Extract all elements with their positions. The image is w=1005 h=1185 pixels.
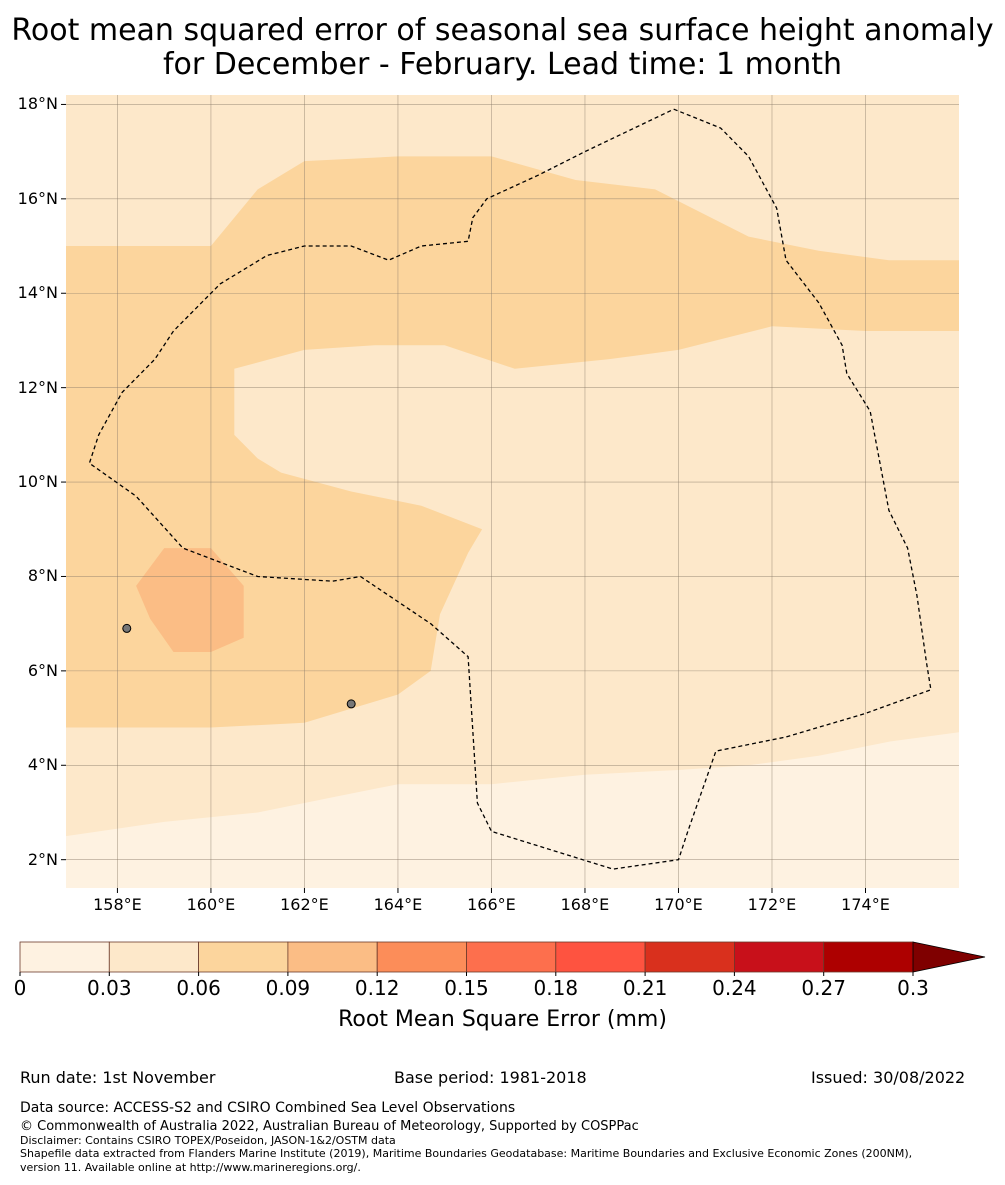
colorbar-tick-label: 0.09: [265, 976, 311, 1000]
lon-label: 170°E: [654, 895, 703, 914]
colorbar-label: Root Mean Square Error (mm): [338, 1007, 667, 1032]
colorbar-tick-label: 0.24: [712, 976, 757, 1000]
disclaimer: Disclaimer: Contains CSIRO TOPEX/Poseido…: [20, 1134, 396, 1147]
colorbar-segment: [287, 941, 378, 973]
colorbar-tick-label: 0.03: [87, 976, 132, 1000]
colorbar-tick-label: 0.18: [533, 976, 579, 1000]
colorbar-tick-label: 0.06: [176, 976, 221, 1000]
land-layer: [122, 623, 356, 709]
colorbar-tick-label: 0.21: [622, 976, 668, 1000]
colorbar-segment: [734, 941, 825, 973]
colorbar-segment: [555, 941, 646, 973]
rmse-region-0.00-0.03: [66, 732, 959, 888]
lat-label: 8°N: [27, 566, 58, 586]
colorbar-segment: [108, 941, 200, 973]
lon-label: 172°E: [747, 895, 797, 914]
lat-label: 16°N: [17, 188, 58, 208]
colorbar-segment: [19, 941, 110, 973]
lon-label: 166°E: [467, 895, 516, 914]
lon-label: 164°E: [373, 895, 423, 914]
lon-label: 158°E: [93, 895, 142, 914]
lat-label: 14°N: [17, 283, 58, 303]
axis-ticks: [61, 103, 866, 893]
lat-label: 6°N: [27, 660, 58, 680]
lat-label: 12°N: [17, 377, 58, 397]
colorbar-segment: [466, 941, 557, 973]
lon-label: 160°E: [186, 895, 236, 914]
lat-label: 10°N: [17, 472, 58, 492]
colorbar-tick-label: 0.3: [897, 976, 929, 1000]
shapefile-credit-line-1: Shapefile data extracted from Flanders M…: [20, 1147, 913, 1160]
issued-date: Issued: 30/08/2022: [811, 1068, 966, 1087]
title-line-1: Root mean squared error of seasonal sea …: [11, 13, 994, 48]
copyright: © Commonwealth of Australia 2022, Austra…: [20, 1119, 639, 1134]
colorbar-tick-label: 0.12: [354, 976, 400, 1000]
lon-label: 162°E: [280, 895, 329, 914]
data-source: Data source: ACCESS-S2 and CSIRO Combine…: [20, 1100, 516, 1116]
colorbar-segment: [644, 941, 735, 973]
colorbar-segment: [376, 941, 467, 973]
chart-title: Root mean squared error of seasonal sea …: [0, 14, 1005, 82]
lat-label: 4°N: [27, 755, 58, 775]
colorbar-segment: [198, 941, 289, 973]
colorbar-tick-label: 0.15: [444, 976, 489, 1000]
colorbar: [19, 941, 986, 976]
land-feature: [346, 699, 356, 709]
rmse-field-layer: [66, 95, 959, 888]
title-line-2: for December - February. Lead time: 1 mo…: [163, 47, 842, 82]
colorbar-extend-arrow: [912, 941, 986, 973]
lat-label: 2°N: [27, 849, 58, 869]
gridlines: [66, 95, 959, 888]
colorbar-segment: [823, 941, 914, 973]
colorbar-tick-label: 0: [13, 976, 27, 1000]
lat-label: 18°N: [17, 94, 58, 114]
base-period: Base period: 1981-2018: [394, 1068, 587, 1087]
run-date: Run date: 1st November: [20, 1068, 216, 1087]
colorbar-tick-label: 0.27: [801, 976, 846, 1000]
lon-label: 168°E: [560, 895, 610, 914]
shapefile-credit-line-2: version 11. Available online at http://w…: [20, 1161, 361, 1174]
land-feature: [122, 623, 132, 633]
rmse-region-0.06-0.09: [66, 156, 959, 728]
rmse-region-0.09-0.12: [136, 548, 244, 652]
lon-label: 174°E: [841, 895, 890, 914]
